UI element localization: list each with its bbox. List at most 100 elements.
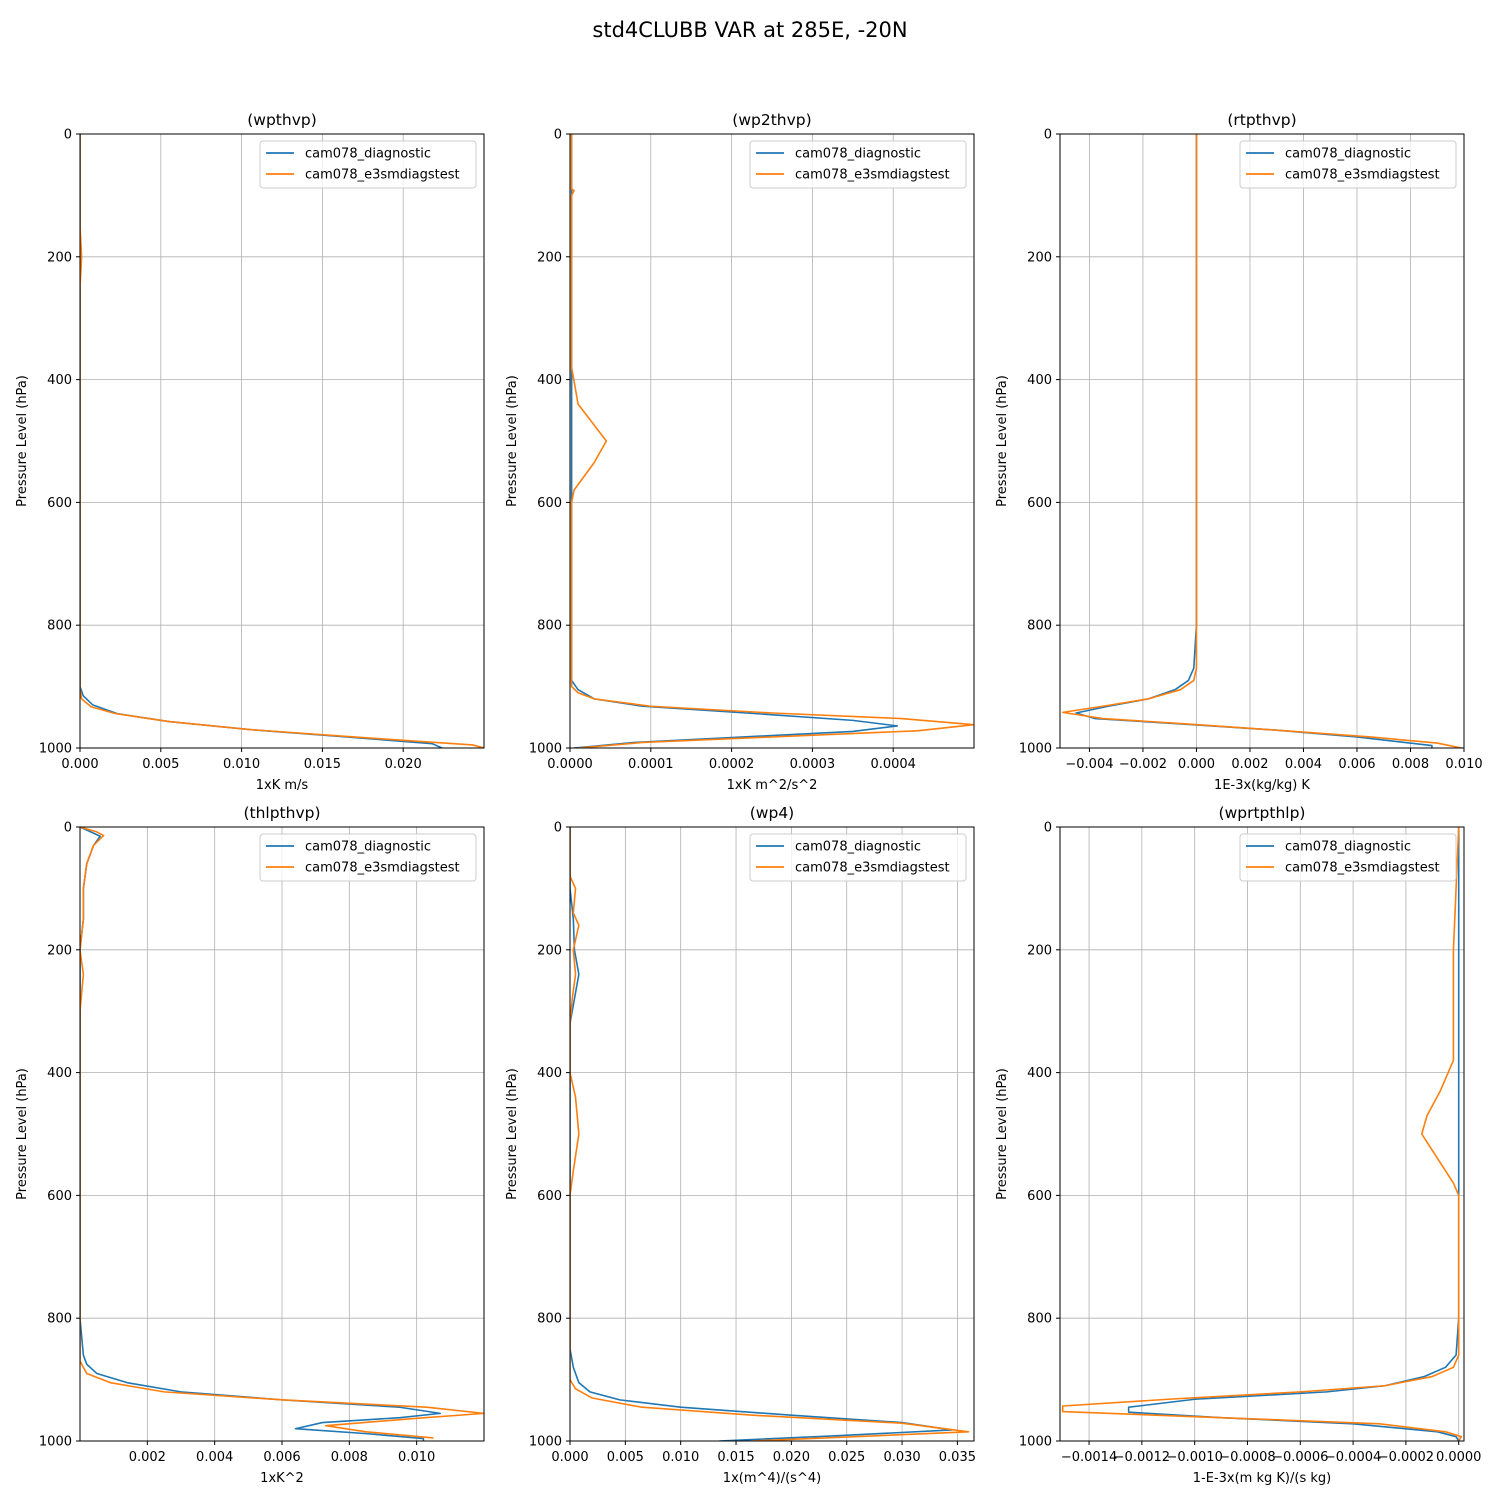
- x-tick-label: 0.0004: [870, 757, 916, 772]
- subplot-2: (wp2thvp) 0.0000 0.0001 0.0002 0.0003 0.0004 0…: [505, 111, 975, 793]
- subplot-title: (thlpthvp): [243, 804, 320, 822]
- x-tick-label: 0.020: [773, 1450, 810, 1465]
- x-tick-label: 0.025: [828, 1450, 865, 1465]
- y-axis-label: Pressure Level (hPa): [505, 375, 520, 507]
- subplot-1: (wpthvp) 0.000 0.005 0.010 0.015 0.020 0 200 400…: [15, 111, 485, 793]
- legend-entry: cam078_diagnostic: [1285, 147, 1411, 162]
- x-tick-label: 0.0000: [1436, 1450, 1482, 1465]
- legend-box: [1239, 140, 1457, 189]
- y-tick-label: 0: [554, 821, 562, 836]
- y-tick-label: 600: [1027, 496, 1052, 511]
- y-tick-label: 600: [47, 496, 72, 511]
- x-tick-label: −0.0010: [1166, 1450, 1222, 1465]
- x-tick-label: 0.005: [142, 757, 179, 772]
- y-tick-label: 1000: [529, 1435, 562, 1450]
- x-axis-label: 1E-3x(kg/kg) K: [1214, 778, 1310, 793]
- legend-entry: cam078_e3smdiagstest: [795, 168, 950, 183]
- y-tick-label: 400: [47, 373, 72, 388]
- legend-box: [1239, 833, 1457, 882]
- x-tick-label: 0.010: [1445, 757, 1482, 772]
- y-tick-label: 200: [1027, 943, 1052, 958]
- plot-frame: [569, 826, 975, 1442]
- x-axis-label: 1xK^2: [260, 1471, 304, 1486]
- legend-entry: cam078_diagnostic: [305, 147, 431, 162]
- subplot-4: (thlpthvp) 0.002 0.004 0.006 0.008 0.010 0 200 4…: [15, 804, 485, 1486]
- x-tick-label: 0.035: [939, 1450, 976, 1465]
- x-tick-label: 0.010: [398, 1450, 435, 1465]
- x-tick-label: 0.000: [1178, 757, 1215, 772]
- series-line-cam078_e3smdiagstest: [80, 827, 484, 1439]
- y-tick-label: 0: [64, 128, 72, 143]
- y-tick-label: 1000: [1019, 742, 1052, 757]
- y-tick-label: 0: [1044, 821, 1052, 836]
- y-tick-label: 800: [537, 1312, 562, 1327]
- y-tick-label: 800: [1027, 619, 1052, 634]
- y-tick-label: 600: [537, 1189, 562, 1204]
- legend: cam078_diagnostic cam078_e3smdiagstest: [1239, 140, 1457, 189]
- plot-frame: [79, 826, 485, 1442]
- plot-frame: [79, 133, 485, 749]
- y-tick-label: 1000: [1019, 1435, 1052, 1450]
- series-line-cam078_e3smdiagstest: [570, 827, 970, 1441]
- x-tick-label: 0.008: [1392, 757, 1429, 772]
- y-tick-label: 200: [537, 943, 562, 958]
- plot-frame: [1059, 133, 1465, 749]
- y-axis-label: Pressure Level (hPa): [995, 1068, 1010, 1200]
- y-tick-label: 1000: [39, 1435, 72, 1450]
- x-tick-label: −0.004: [1065, 757, 1113, 772]
- legend: cam078_diagnostic cam078_e3smdiagstest: [749, 833, 967, 882]
- x-tick-label: −0.002: [1119, 757, 1167, 772]
- y-tick-label: 800: [537, 619, 562, 634]
- x-tick-label: 0.0000: [547, 757, 593, 772]
- x-tick-label: 0.0002: [709, 757, 755, 772]
- subplot-title: (wprtpthlp): [1219, 804, 1306, 822]
- x-tick-label: −0.0014: [1061, 1450, 1117, 1465]
- y-axis-label: Pressure Level (hPa): [995, 375, 1010, 507]
- series-line-cam078_e3smdiagstest: [80, 134, 484, 748]
- legend: cam078_diagnostic cam078_e3smdiagstest: [259, 833, 477, 882]
- plot-frame: [1059, 826, 1465, 1442]
- legend-entry: cam078_diagnostic: [1285, 840, 1411, 855]
- x-tick-label: −0.0012: [1114, 1450, 1170, 1465]
- x-tick-label: 0.004: [196, 1450, 233, 1465]
- x-tick-label: −0.0006: [1272, 1450, 1328, 1465]
- figure-title: std4CLUBB VAR at 285E, -20N: [592, 18, 907, 42]
- series-line-cam078_diagnostic: [570, 827, 953, 1441]
- legend-entry: cam078_e3smdiagstest: [1285, 168, 1440, 183]
- y-tick-label: 600: [537, 496, 562, 511]
- subplot-title: (rtpthvp): [1227, 111, 1296, 129]
- subplot-title: (wp4): [750, 804, 794, 822]
- x-tick-label: 0.008: [331, 1450, 368, 1465]
- y-tick-label: 400: [1027, 373, 1052, 388]
- legend-entry: cam078_diagnostic: [795, 147, 921, 162]
- series-line-cam078_e3smdiagstest: [1061, 134, 1462, 748]
- x-tick-label: −0.0008: [1219, 1450, 1275, 1465]
- y-tick-label: 0: [64, 821, 72, 836]
- x-tick-label: 0.015: [717, 1450, 754, 1465]
- subplot-6: (wprtpthlp) −0.0014−0.0012−0.0010−0.0008−…: [995, 804, 1481, 1486]
- x-tick-label: 0.000: [551, 1450, 588, 1465]
- y-tick-label: 800: [47, 619, 72, 634]
- legend-box: [259, 833, 477, 882]
- y-tick-label: 400: [537, 1066, 562, 1081]
- x-tick-label: 0.002: [129, 1450, 166, 1465]
- legend: cam078_diagnostic cam078_e3smdiagstest: [259, 140, 477, 189]
- subplot-title: (wp2thvp): [732, 111, 811, 129]
- legend-box: [259, 140, 477, 189]
- legend-box: [749, 833, 967, 882]
- x-tick-label: 0.004: [1285, 757, 1322, 772]
- x-tick-label: 0.0003: [790, 757, 836, 772]
- y-tick-label: 800: [1027, 1312, 1052, 1327]
- x-tick-label: 0.030: [883, 1450, 920, 1465]
- x-tick-label: 0.002: [1231, 757, 1268, 772]
- plot-frame: [569, 133, 975, 749]
- legend-entry: cam078_diagnostic: [795, 840, 921, 855]
- subplot-5: (wp4) 0.000 0.005 0.010 0.015 0.020 0.025 0.030…: [505, 804, 976, 1486]
- series-line-cam078_e3smdiagstest: [1061, 827, 1463, 1441]
- y-tick-label: 200: [47, 250, 72, 265]
- y-tick-label: 200: [537, 250, 562, 265]
- y-tick-label: 400: [1027, 1066, 1052, 1081]
- x-tick-label: 0.010: [223, 757, 260, 772]
- x-tick-label: 0.0001: [628, 757, 674, 772]
- x-tick-label: 0.020: [385, 757, 422, 772]
